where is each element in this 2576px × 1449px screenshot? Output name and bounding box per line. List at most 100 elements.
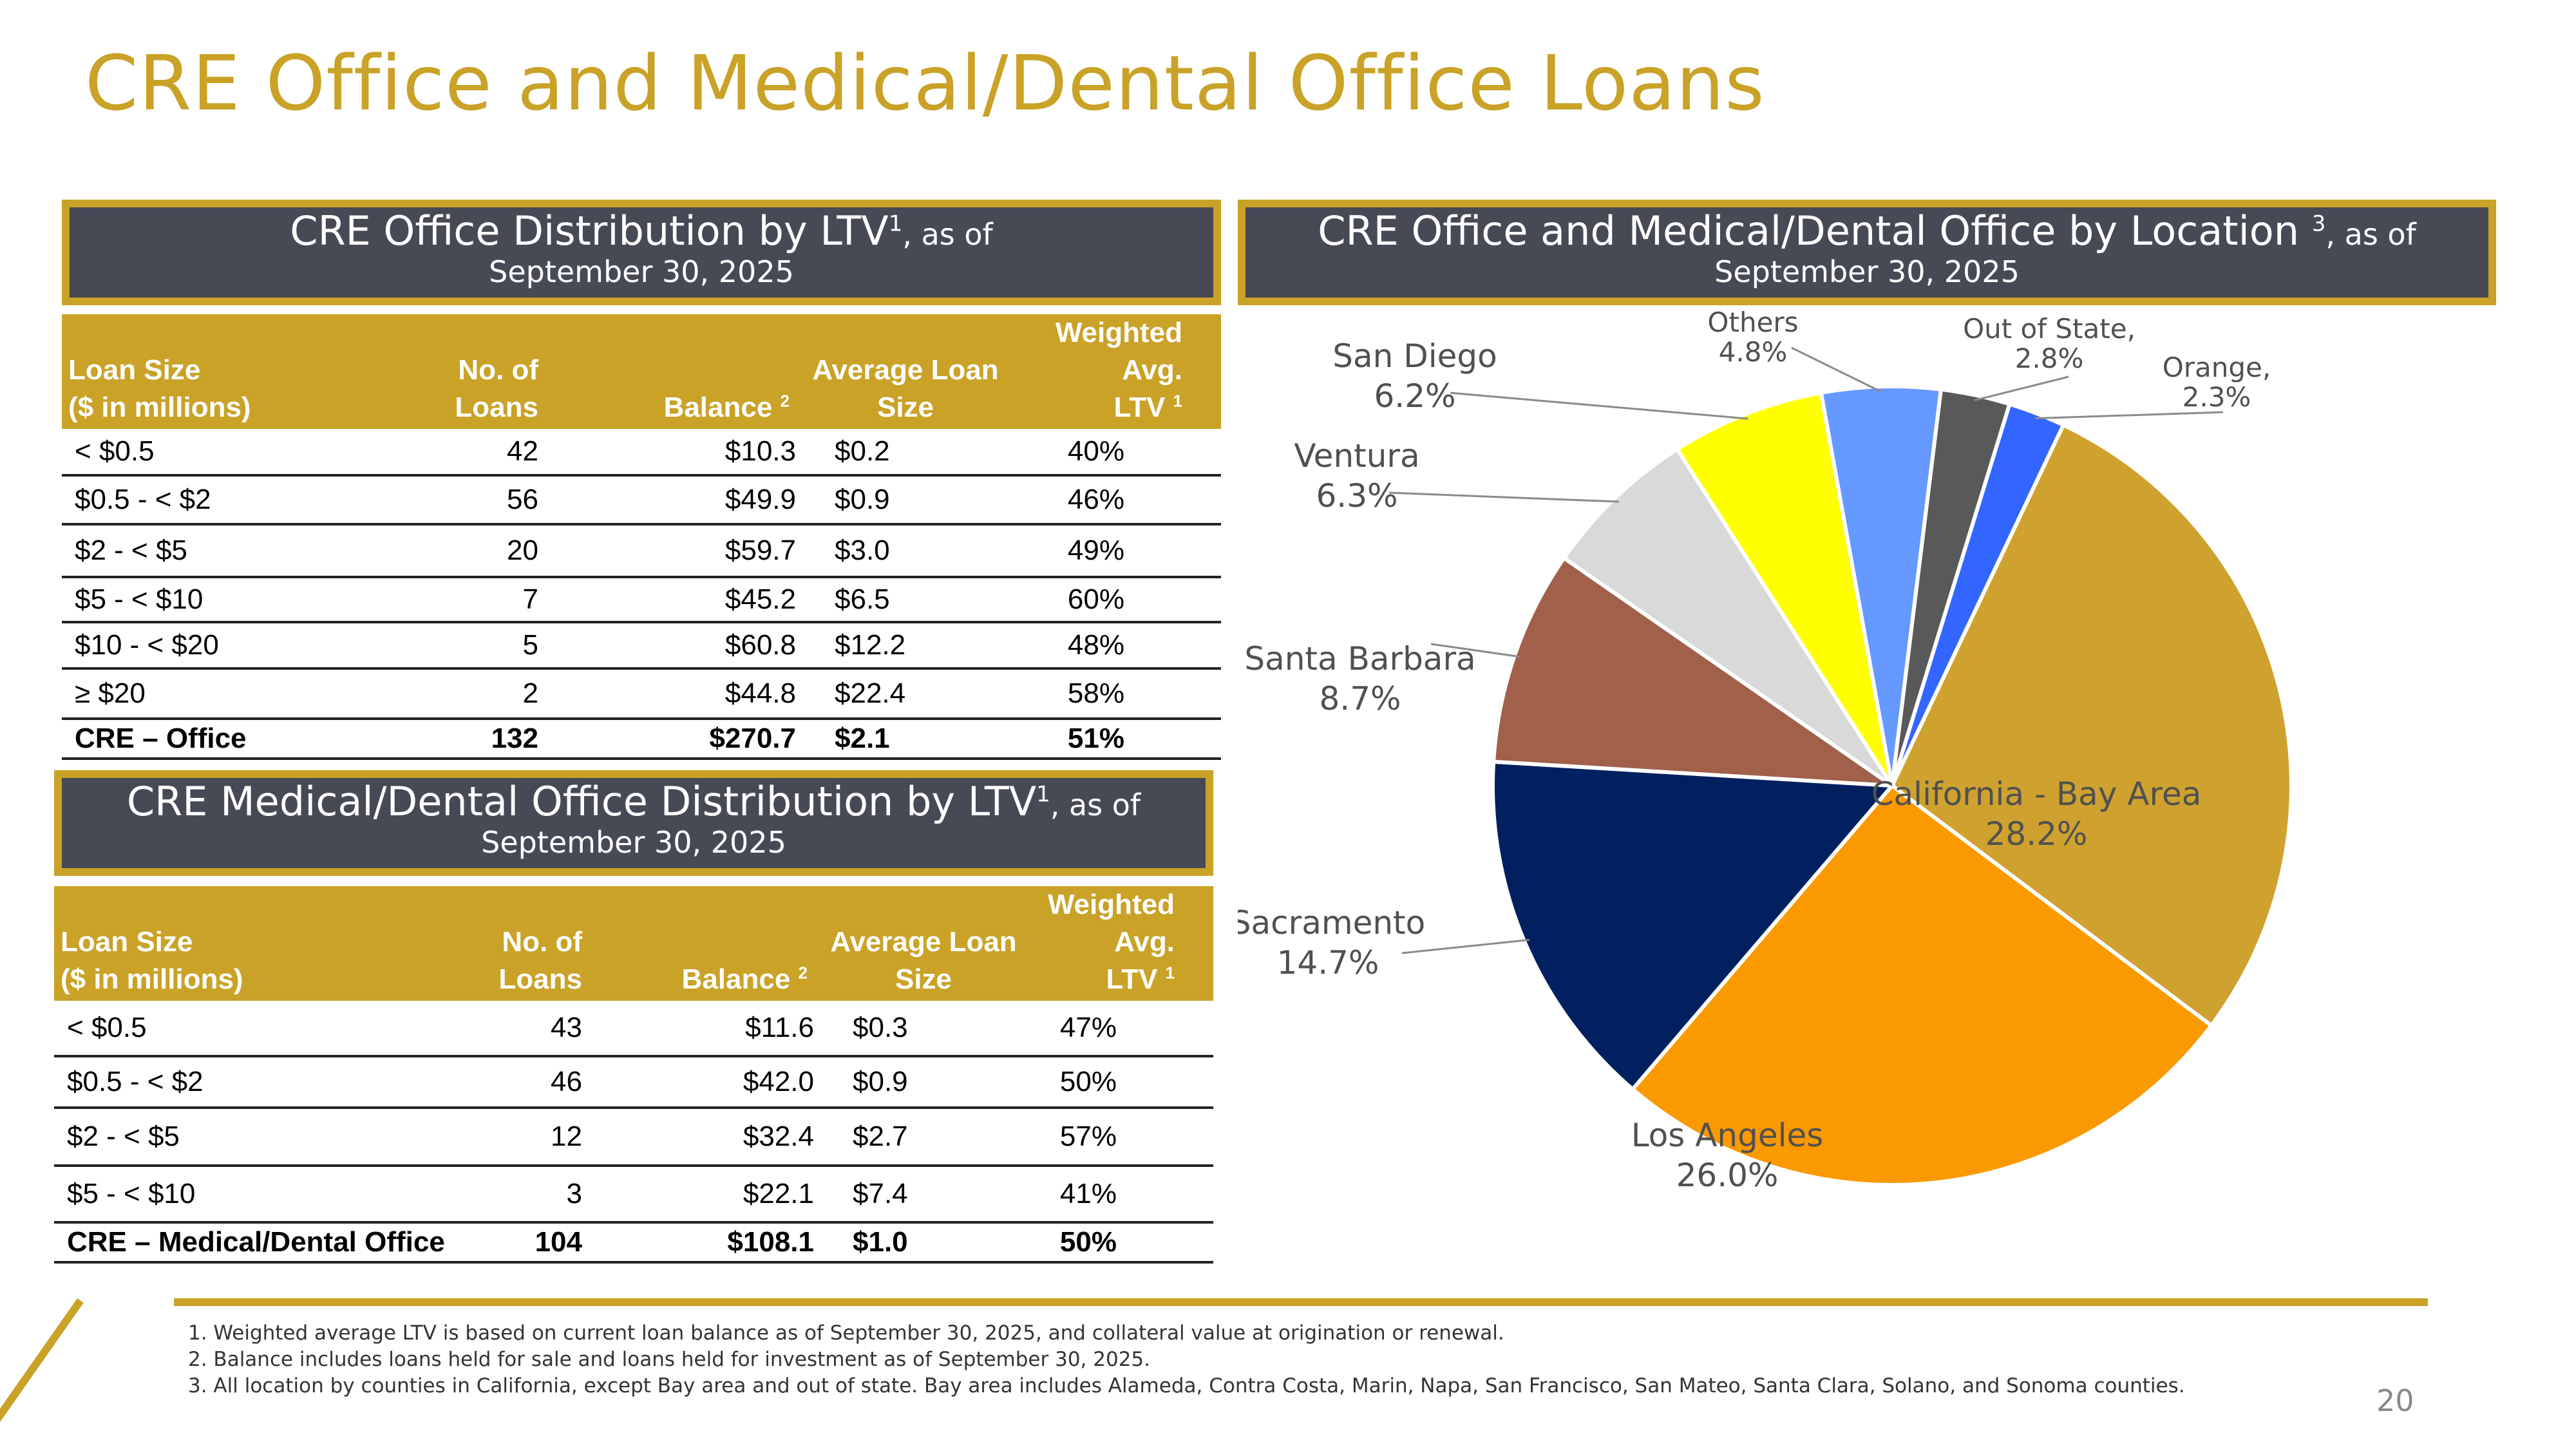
ltv-header-sup: 1 [888, 211, 903, 237]
footer-divider [174, 1298, 2428, 1306]
table-cell: 43 [479, 1001, 608, 1058]
med-table: Loan Size ($ in millions) No. of Loans Balan… [54, 886, 1213, 1264]
leader-line-orange [2034, 411, 2224, 420]
column-header-line2: Loans [455, 392, 538, 424]
location-pie-chart: California - Bay Area 28.2% Los Angeles 26.… [1238, 309, 2293, 1194]
slice-label-name: California - Bay Area [1871, 775, 2202, 813]
table-cell: $2.7 [827, 1108, 1020, 1168]
column-header: Loan Size ($ in millions) [62, 314, 422, 430]
pie-slice-sacramento [1491, 759, 1897, 1092]
slice-label-value: 2.8% [2015, 343, 2084, 374]
table-cell: 20 [422, 524, 564, 579]
column-header-sup: 2 [798, 963, 808, 983]
slice-label-name: Ventura [1294, 437, 1419, 475]
column-header-line2: Balance [681, 963, 799, 996]
table-cell: 58% [1002, 668, 1221, 721]
table-cell: $0.2 [809, 429, 1002, 477]
table-row: < $0.5 42 $10.3 $0.2 40% [62, 429, 1221, 477]
footer-divider-diagonal [0, 1298, 84, 1440]
pie-slice-santa-barbara [1491, 555, 1899, 788]
table-cell: $0.3 [827, 1001, 1020, 1058]
loc-header-title: CRE Office and Medical/Dental Office by … [1318, 207, 2312, 254]
slice-label-name: Out of State, [1963, 313, 2136, 345]
table-cell: 40% [1002, 429, 1221, 477]
slice-label-value: 2.3% [2183, 381, 2251, 413]
table-cell: $0.5 - < $2 [54, 1056, 479, 1110]
table-cell: 48% [1002, 622, 1221, 670]
table-cell: $270.7 [564, 719, 809, 761]
table-cell: $1.0 [827, 1222, 1020, 1264]
slice-label-value: 6.3% [1316, 477, 1397, 515]
table-cell: $2 - < $5 [54, 1108, 479, 1168]
table-cell: 2 [422, 668, 564, 721]
table-cell: < $0.5 [54, 1001, 479, 1058]
table-cell: $5 - < $10 [54, 1166, 479, 1224]
table-row: $0.5 - < $2 56 $49.9 $0.9 46% [62, 475, 1221, 526]
page-number: 20 [2376, 1383, 2414, 1418]
slice-label-value: 28.2% [1985, 815, 2088, 853]
slice-label-others: Others 4.8% [1707, 309, 1798, 368]
column-header-line2: LTV [1113, 392, 1173, 424]
page-title: CRE Office and Medical/Dental Office Loa… [85, 39, 1765, 128]
pie-slice-others [1819, 384, 1944, 786]
table-total-row: CRE – Office 132 $270.7 $2.1 51% [62, 719, 1221, 761]
med-panel-header: CRE Medical/Dental Office Distribution b… [54, 770, 1213, 876]
table-cell: CRE – Office [62, 719, 422, 761]
table-cell: 50% [1020, 1222, 1213, 1264]
column-header-line2: Balance [663, 392, 781, 424]
ltv-table-header-row: Loan Size ($ in millions) No. of Loans Balan… [62, 314, 1221, 430]
slice-label-value: 4.8% [1719, 336, 1788, 368]
column-header-line1: No. of [458, 354, 538, 386]
column-header-line2: ($ in millions) [61, 963, 243, 996]
table-cell: $0.9 [827, 1056, 1020, 1110]
column-header-line2: Loans [498, 963, 582, 996]
table-cell: $10 - < $20 [62, 622, 422, 670]
table-cell: 57% [1020, 1108, 1213, 1168]
table-cell: $6.5 [809, 577, 1002, 624]
slice-label-orange: Orange, 2.3% [2163, 352, 2271, 413]
table-cell: $60.8 [564, 622, 809, 670]
table-cell: $22.1 [608, 1166, 827, 1224]
leader-line-sacramento [1401, 938, 1530, 954]
slice-label-ventura: Ventura 6.3% [1294, 437, 1419, 515]
slice-label-name: Sacramento [1238, 904, 1425, 942]
ltv-header-suffix: , as of [902, 217, 993, 252]
ltv-header-title: CRE Office Distribution by LTV [290, 207, 889, 254]
slice-label-value: 6.2% [1374, 377, 1455, 415]
leader-line-ventura [1388, 491, 1619, 503]
table-cell: $11.6 [608, 1001, 827, 1058]
leader-line-others [1791, 346, 1882, 393]
column-header-line1: Weighted Avg. [1055, 317, 1182, 386]
column-header: Weighted Avg. LTV 1 [1002, 314, 1221, 430]
table-cell: $42.0 [608, 1056, 827, 1110]
table-cell: 7 [422, 577, 564, 624]
table-cell: < $0.5 [62, 429, 422, 477]
table-cell: 5 [422, 622, 564, 670]
table-cell: $44.8 [564, 668, 809, 721]
table-cell: 49% [1002, 524, 1221, 579]
slice-label-los-angeles: Los Angeles 26.0% [1631, 1117, 1824, 1194]
table-row: < $0.5 43 $11.6 $0.3 47% [54, 1001, 1213, 1058]
column-header: Loan Size ($ in millions) [54, 886, 479, 1001]
column-header-line1: Average Loan [830, 926, 1017, 958]
med-header-sup: 1 [1036, 781, 1050, 808]
table-cell: $45.2 [564, 577, 809, 624]
slice-label-value: 14.7% [1277, 944, 1379, 981]
table-cell: CRE – Medical/Dental Office [54, 1222, 479, 1264]
slice-label-name: San Diego [1332, 337, 1497, 375]
column-header: Balance 2 [564, 314, 809, 430]
pie-slice-orange [1890, 401, 2066, 787]
table-row: $5 - < $10 7 $45.2 $6.5 60% [62, 577, 1221, 624]
column-header-line2: Size [895, 963, 952, 996]
table-cell: 12 [479, 1108, 608, 1168]
table-cell: $12.2 [809, 622, 1002, 670]
slice-label-california-bay-area: California - Bay Area 28.2% [1871, 775, 2202, 853]
table-cell: $7.4 [827, 1166, 1020, 1224]
column-header-sup: 1 [1165, 963, 1175, 983]
table-cell: $2.1 [809, 719, 1002, 761]
table-cell: 50% [1020, 1056, 1213, 1110]
slice-label-santa-barbara: Santa Barbara 8.7% [1244, 640, 1475, 717]
location-panel-header: CRE Office and Medical/Dental Office by … [1238, 200, 2496, 305]
table-cell: $2 - < $5 [62, 524, 422, 579]
column-header-line1: Weighted Avg. [1047, 889, 1175, 958]
